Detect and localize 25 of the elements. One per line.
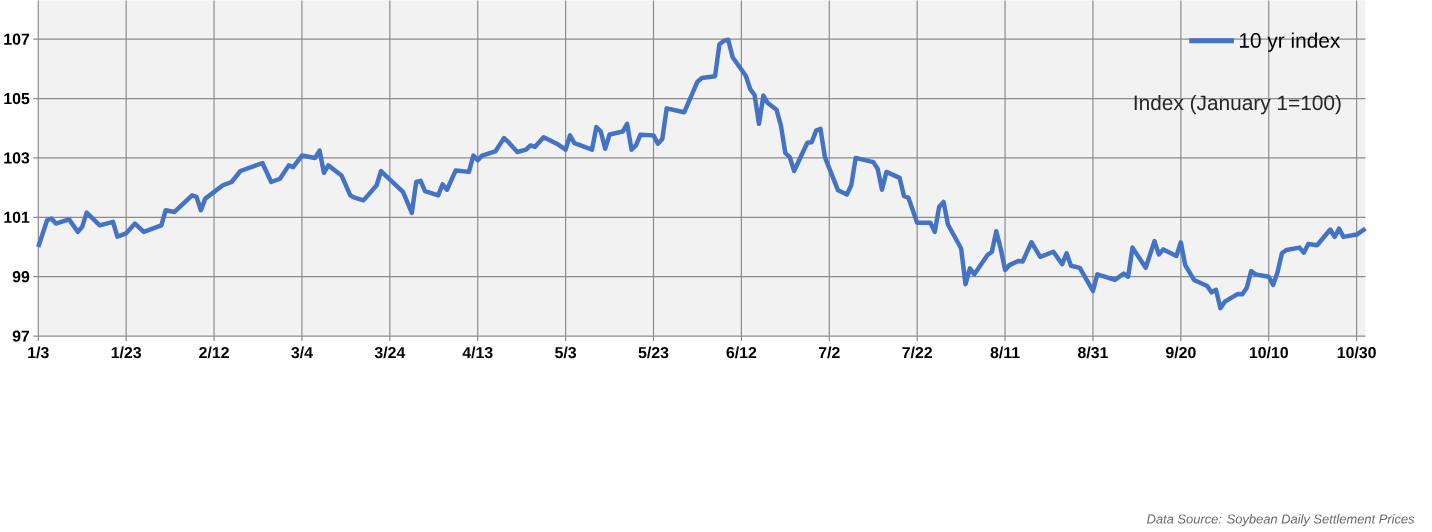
x-tick-label: 3/4 (291, 346, 313, 359)
x-tick-label: 9/20 (1165, 346, 1196, 359)
x-tick-label: 8/11 (990, 346, 1020, 359)
x-tick-label: 1/23 (111, 346, 142, 359)
x-tick-label: 5/3 (555, 346, 577, 359)
legend-label: 10 yr index (1239, 32, 1341, 52)
y-tick-label: 105 (4, 92, 30, 105)
x-tick-label: 8/31 (1078, 346, 1108, 359)
y-tick-label: 103 (4, 152, 30, 164)
y-tick-label: 101 (4, 211, 30, 223)
x-tick-label: 6/12 (726, 346, 757, 359)
x-tick-label: 7/22 (902, 346, 932, 359)
y-tick-label: 97 (12, 330, 30, 342)
x-tick-label: 4/13 (462, 346, 493, 359)
y-tick-label: 107 (4, 33, 30, 45)
x-tick-label: 3/24 (374, 346, 406, 359)
x-tick-label: 5/23 (638, 346, 669, 359)
x-tick-label: 10/30 (1337, 346, 1376, 359)
annotation: Index (January 1=100) (1134, 94, 1341, 115)
x-tick-label: 10/10 (1249, 346, 1288, 359)
y-tick-label: 99 (12, 271, 30, 283)
x-tick-label: 1/3 (28, 346, 49, 359)
x-tick-label: 2/12 (199, 346, 229, 359)
x-tick-label: 7/2 (818, 346, 840, 359)
source-note: Data Source: Soybean Daily Settlement Prices (1147, 514, 1415, 527)
